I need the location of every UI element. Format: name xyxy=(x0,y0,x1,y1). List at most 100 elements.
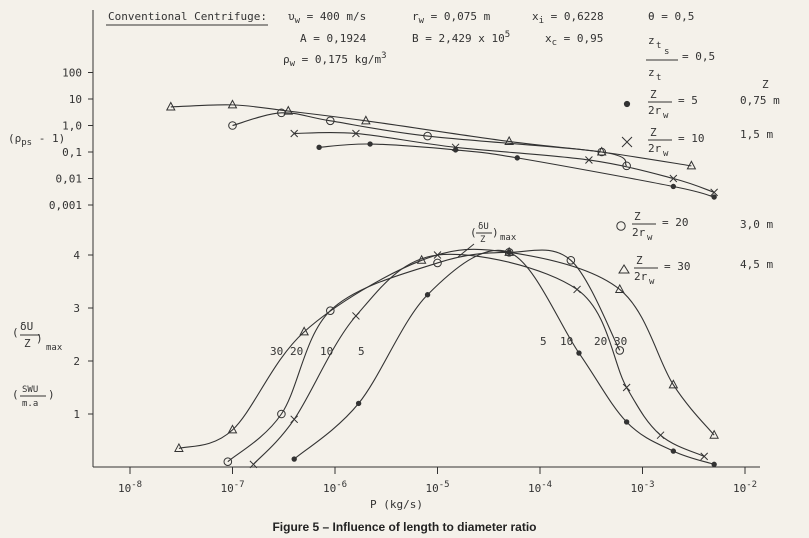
upper-data-point xyxy=(361,115,371,125)
legend-frac-num: Z xyxy=(650,88,657,101)
legend-z-header: Z xyxy=(762,78,769,91)
upper-data-point xyxy=(596,146,607,156)
lower-data-point xyxy=(433,258,442,268)
lower-data-point xyxy=(614,283,625,293)
upper-y-label: (ρps - 1) xyxy=(8,132,65,148)
x-tick-label: 10-6 xyxy=(323,480,347,495)
svg-text:max: max xyxy=(46,343,63,353)
legend-frac-den-sub: w xyxy=(663,149,669,159)
lower-data-point xyxy=(504,248,514,257)
lower-y-tick-label: 1 xyxy=(73,408,80,421)
legend-ratio-value: = 10 xyxy=(678,132,705,145)
lower-data-point xyxy=(506,249,512,256)
svg-text:Z: Z xyxy=(480,235,486,245)
param-theta: θ = 0,5 xyxy=(648,10,694,23)
legend-marker-x-icon xyxy=(621,136,633,148)
lower-data-point xyxy=(299,326,309,336)
x-axis-label: P (kg/s) xyxy=(370,498,423,511)
curve-number-label: 20 xyxy=(290,345,303,358)
lower-data-point xyxy=(623,419,630,425)
lower-data-point xyxy=(700,452,709,461)
lower-data-point xyxy=(433,251,442,259)
legend-entry: Z 2r w = 10 1,5 m xyxy=(621,126,773,159)
lower-data-point xyxy=(416,254,427,264)
lower-y-tick-label: 2 xyxy=(73,355,80,368)
lower-series-line xyxy=(178,248,715,449)
upper-data-point xyxy=(670,183,677,190)
upper-y-tick-label: 1,0 xyxy=(62,120,82,133)
param-rw: rw = 0,075 m xyxy=(412,10,491,26)
lower-y-tick-label: 4 xyxy=(73,249,80,262)
svg-text:max: max xyxy=(500,233,517,243)
param-vw: υw = 400 m/s xyxy=(288,10,366,26)
upper-y-tick-label: 0,001 xyxy=(49,199,82,212)
upper-data-point xyxy=(622,161,631,171)
lower-data-point xyxy=(576,350,582,356)
lower-data-point xyxy=(573,285,581,294)
lower-data-point xyxy=(227,424,238,434)
legend-frac-den: 2r xyxy=(634,270,648,283)
legend-marker-circle-icon xyxy=(616,221,626,231)
lower-data-point xyxy=(223,457,233,467)
curve-number-label: 30 xyxy=(270,345,283,358)
upper-data-point xyxy=(283,105,294,115)
upper-data-point xyxy=(585,156,593,164)
lower-data-point xyxy=(277,409,286,419)
header-title: Conventional Centrifuge: xyxy=(108,10,267,23)
upper-data-point xyxy=(352,129,360,138)
legend-z-value: 3,0 m xyxy=(740,218,773,231)
svg-text:t: t xyxy=(656,41,661,51)
upper-data-point xyxy=(423,131,432,141)
legend-entry: Z 2r w = 30 4,5 m xyxy=(618,254,773,287)
legend-marker-dot-icon xyxy=(623,100,631,108)
lower-data-point xyxy=(326,306,335,315)
legend-entry: Z 2r w = 5 0,75 m xyxy=(623,88,780,121)
upper-data-point xyxy=(367,141,373,147)
curve-number-label: 10 xyxy=(320,345,333,358)
legend-frac-num: Z xyxy=(634,210,641,223)
upper-data-point xyxy=(316,144,322,151)
marker-group xyxy=(165,99,719,469)
lower-data-point xyxy=(291,456,297,462)
svg-text:SWU: SWU xyxy=(22,385,38,395)
upper-data-point xyxy=(514,155,520,161)
upper-data-point xyxy=(165,101,176,111)
curve-number-label: 20 xyxy=(594,335,607,348)
svg-text:δU: δU xyxy=(20,320,33,333)
legend-frac-den-sub: w xyxy=(663,111,669,121)
curve-group xyxy=(170,104,715,465)
legend-frac-den: 2r xyxy=(648,142,662,155)
upper-data-point xyxy=(227,99,238,109)
legend-frac-den-sub: w xyxy=(649,277,655,287)
svg-text:δU: δU xyxy=(478,222,489,232)
header-block: Conventional Centrifuge: υw = 400 m/s rw… xyxy=(106,10,715,83)
svg-text:z: z xyxy=(648,66,655,79)
x-tick-label: 10-4 xyxy=(528,480,552,495)
upper-data-point xyxy=(710,188,718,197)
lower-data-point xyxy=(290,415,299,424)
x-tick-label: 10-2 xyxy=(733,480,757,495)
upper-data-point xyxy=(504,135,514,145)
legend-ratio-value: = 30 xyxy=(664,260,691,273)
lower-data-point xyxy=(670,448,677,454)
svg-text:): ) xyxy=(36,332,43,345)
legend-frac-num: Z xyxy=(636,254,643,267)
legend-entry: Z 2r w = 20 3,0 m xyxy=(616,210,773,243)
legend-marker-triangle-icon xyxy=(618,264,630,274)
curve-number-label: 5 xyxy=(358,345,365,358)
legend-frac-den: 2r xyxy=(648,104,662,117)
upper-data-point xyxy=(686,160,697,170)
upper-data-point xyxy=(669,174,678,183)
param-xc: xc = 0,95 xyxy=(545,32,603,48)
lower-y-label-du: ( δU Z ) max xyxy=(12,320,63,353)
x-tick-label: 10-5 xyxy=(426,480,450,495)
upper-data-point xyxy=(277,108,286,118)
upper-y-tick-label: 0,01 xyxy=(56,173,83,186)
legend-frac-num: Z xyxy=(650,126,657,139)
svg-text:Z: Z xyxy=(24,337,31,350)
upper-series-line xyxy=(232,112,628,167)
chart-canvas: Conventional Centrifuge: υw = 400 m/s rw… xyxy=(8,10,780,511)
tick-group: 10-8 10-7 10-6 10-5 10-4 10-3 10-2 100 10 1,0 0,1 0… xyxy=(49,67,757,496)
svg-text:s: s xyxy=(664,47,669,57)
